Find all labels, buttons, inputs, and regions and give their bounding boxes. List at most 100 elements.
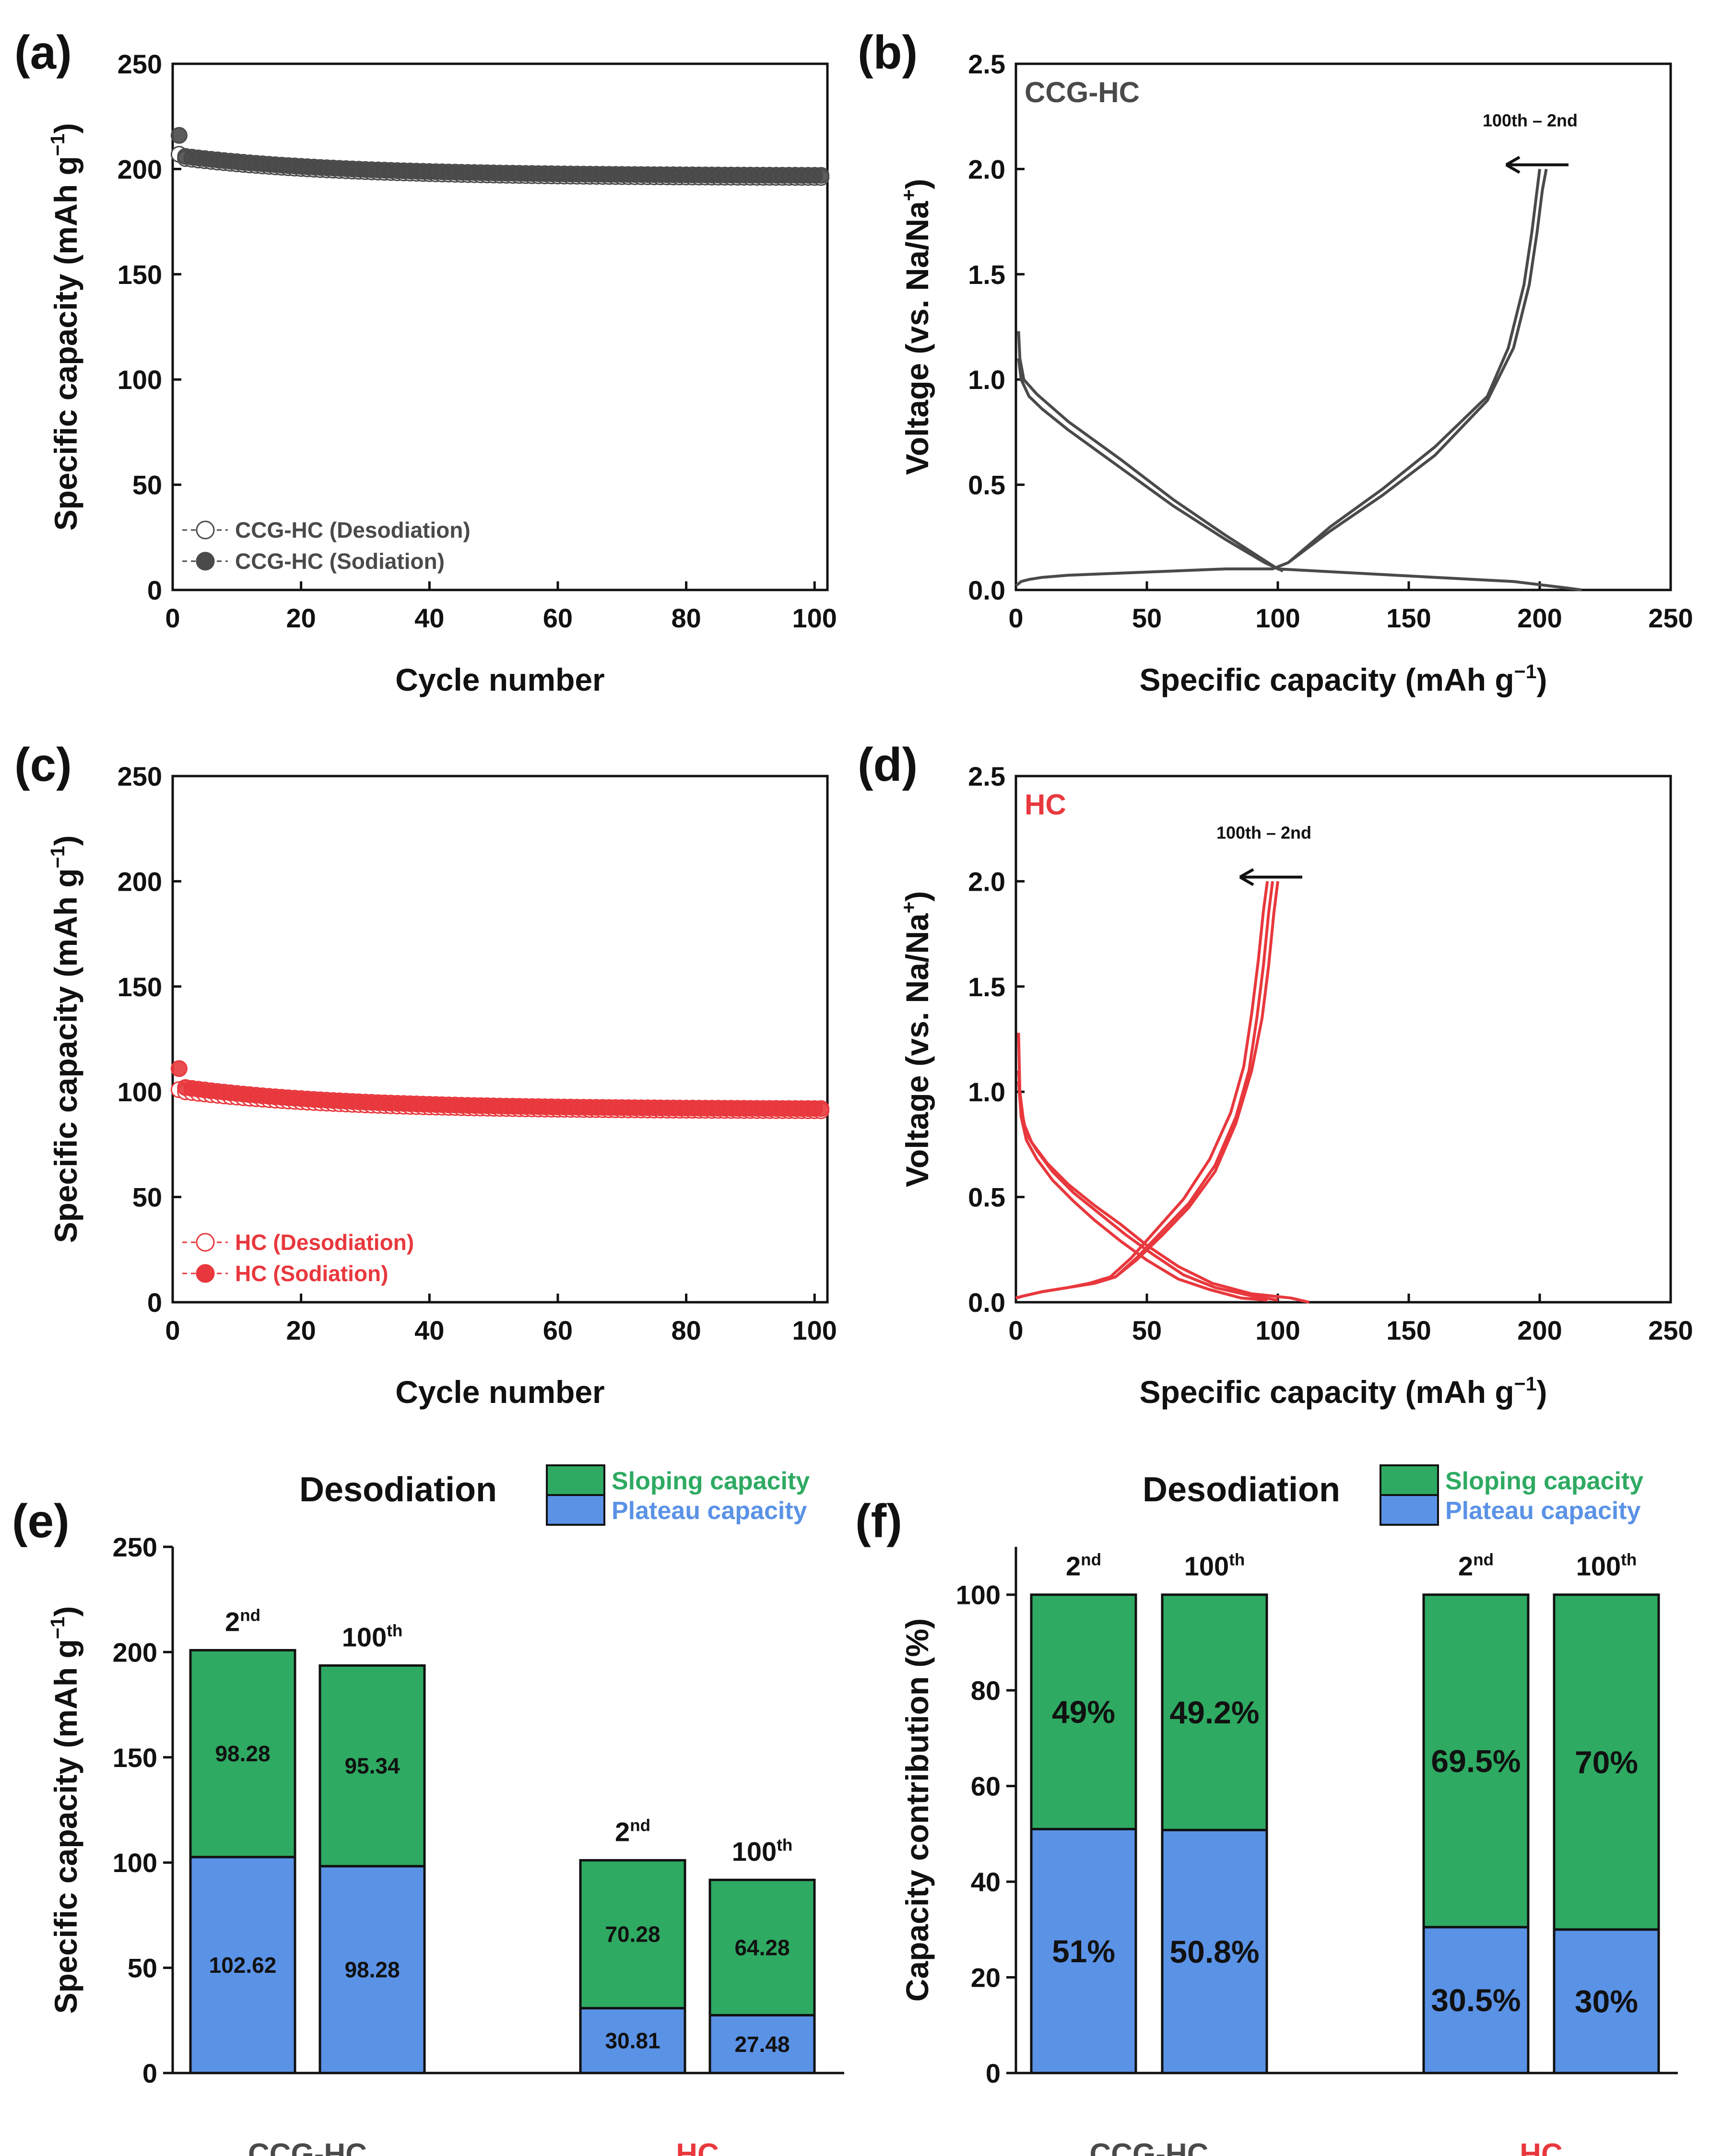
x-tick-label: 150 [1386, 1315, 1431, 1345]
y-tick-label: 0.5 [968, 470, 1005, 500]
legend-label: CCG-HC (Desodiation) [235, 518, 471, 542]
bar-sloping [579, 1859, 686, 2010]
x-tick-label: 100 [792, 603, 837, 633]
y-axis-label: Voltage (vs. Na/Na+) [897, 891, 935, 1187]
x-tick-label: 100 [792, 1315, 837, 1345]
legend-swatch-plateau [546, 1494, 605, 1526]
bar-plateau [1161, 1828, 1268, 2074]
y-tick-label: 2.0 [968, 866, 1005, 896]
y-tick-label: 1.0 [968, 1077, 1005, 1107]
bar-sloping [1553, 1593, 1660, 1931]
y-axis-label: Specific capacity (mAh g−1) [47, 123, 83, 531]
x-tick-label: 50 [1132, 603, 1162, 633]
plot-frame [1014, 775, 1672, 1304]
plot-frame [171, 775, 829, 1304]
chart-title: Desodiation [1143, 1471, 1340, 1509]
y-tick-label: 250 [113, 1532, 157, 1562]
y-tick-label: 50 [128, 1953, 157, 1983]
legend-marker [196, 1264, 215, 1283]
bar-cycle-label: 2nd [615, 1816, 650, 1847]
x-tick-label: 0 [1008, 603, 1023, 633]
y-axis-label: Capacity contribution (%) [899, 1618, 935, 2002]
y-tick-label: 80 [971, 1675, 1001, 1706]
x-tick-label: 80 [671, 603, 701, 633]
bar-plateau [708, 2014, 816, 2074]
x-tick-label: 200 [1517, 1315, 1562, 1345]
y-tick-label: 2.0 [968, 154, 1005, 184]
bar-value-label: 49% [1052, 1694, 1115, 1730]
data-point [813, 167, 830, 184]
x-tick-label: 250 [1648, 1315, 1693, 1345]
y-tick-label: 1.5 [968, 972, 1005, 1002]
legend-label-plateau: Plateau capacity [612, 1497, 807, 1525]
x-tick-label: 40 [414, 1315, 444, 1345]
legend-label: HC (Sodiation) [235, 1261, 388, 1286]
curve-charge-2nd [1015, 168, 1548, 587]
y-tick-label: 100 [113, 1848, 157, 1878]
panel-c: 0 20 40 60 80 100 0 50 100 150 200 250 (c) Cycle numb… [14, 738, 837, 1410]
x-tick-label: 150 [1386, 603, 1431, 633]
panel-label: (b) [858, 26, 918, 79]
chart-title: Desodiation [299, 1471, 497, 1509]
panel-label: (e) [12, 1495, 70, 1547]
x-tick-label: 60 [543, 603, 573, 633]
arrow-label: 100th – 2nd [1483, 111, 1578, 130]
y-tick-label: 2.5 [968, 49, 1005, 79]
bar-cycle-label: 2nd [1066, 1551, 1101, 1581]
bar-sloping [1161, 1593, 1268, 1831]
y-tick-label: 150 [118, 972, 162, 1002]
y-tick-label: 0.0 [968, 1287, 1005, 1318]
bar-cycle-label: 100th [342, 1621, 402, 1652]
bar-sloping [1422, 1593, 1530, 1929]
bar-value-label: 30.5% [1431, 1982, 1521, 2018]
panel-d: 0 50 100 150 200 250 0.0 0.5 1.0 1.5 2.0 2.5 (d) Spec… [858, 738, 1693, 1410]
x-tick-label: 0 [165, 603, 180, 633]
panel-b: 0 50 100 150 200 250 0.0 0.5 1.0 1.5 2.0 2.5 (b) Spec… [858, 26, 1693, 697]
y-tick-label: 2.5 [968, 761, 1005, 791]
bar-value-label: 27.48 [734, 2032, 790, 2057]
bar-value-label: 50.8% [1169, 1934, 1259, 1969]
panel-e: 0 50 100 150 200 250 (e) Desodiation Specific ca… [12, 1464, 844, 2156]
bar-sloping [318, 1664, 426, 1868]
panel-label: (f) [855, 1495, 902, 1547]
legend-label: HC (Desodiation) [235, 1230, 414, 1255]
inset-label: CCG-HC [1025, 76, 1140, 108]
plot-frame [171, 62, 829, 591]
plot-frame [1014, 62, 1672, 591]
bar-value-label: 49.2% [1169, 1695, 1259, 1730]
panel-f: 0 20 40 60 80 100 (f) Desodiation Capacity contr… [855, 1464, 1678, 2156]
x-axis-label: Cycle number [395, 1374, 604, 1410]
bar-value-label: 95.34 [344, 1754, 400, 1779]
x-tick-label: 0 [165, 1315, 180, 1345]
bar-cycle-label: 100th [1576, 1551, 1637, 1581]
panel-label: (d) [858, 738, 918, 791]
y-tick-label: 0.0 [968, 575, 1005, 605]
x-tick-label: 20 [286, 1315, 316, 1345]
y-tick-label: 20 [971, 1963, 1001, 1993]
bar-value-label: 30% [1575, 1984, 1638, 2019]
panel-label: (a) [14, 26, 72, 79]
y-tick-label: 1.5 [968, 259, 1005, 290]
curve-charge-100th [1015, 881, 1269, 1300]
bar-value-label: 70% [1575, 1744, 1638, 1780]
curve-charge-mid [1015, 881, 1274, 1300]
x-axis-label: Cycle number [395, 662, 604, 697]
bar-value-label: 30.81 [605, 2028, 660, 2053]
legend-label: CCG-HC (Sodiation) [235, 549, 445, 574]
y-tick-label: 0 [147, 575, 162, 605]
legend-swatch-sloping [546, 1464, 605, 1496]
y-tick-label: 250 [118, 761, 162, 791]
y-axis-label: Specific capacity (mAh g−1) [47, 836, 83, 1243]
x-tick-label: 40 [414, 603, 444, 633]
y-tick-label: 1.0 [968, 365, 1005, 395]
legend-label-plateau: Plateau capacity [1445, 1497, 1641, 1525]
y-axis-label: Specific capacity (mAh g−1) [47, 1606, 83, 2014]
bar-plateau [189, 1856, 296, 2074]
y-tick-label: 200 [118, 154, 162, 184]
data-point [170, 1060, 188, 1077]
bar-value-label: 70.28 [605, 1922, 660, 1947]
legend-marker [196, 552, 215, 571]
x-tick-label: 0 [1008, 1315, 1023, 1345]
legend-label-sloping: Sloping capacity [612, 1467, 810, 1495]
